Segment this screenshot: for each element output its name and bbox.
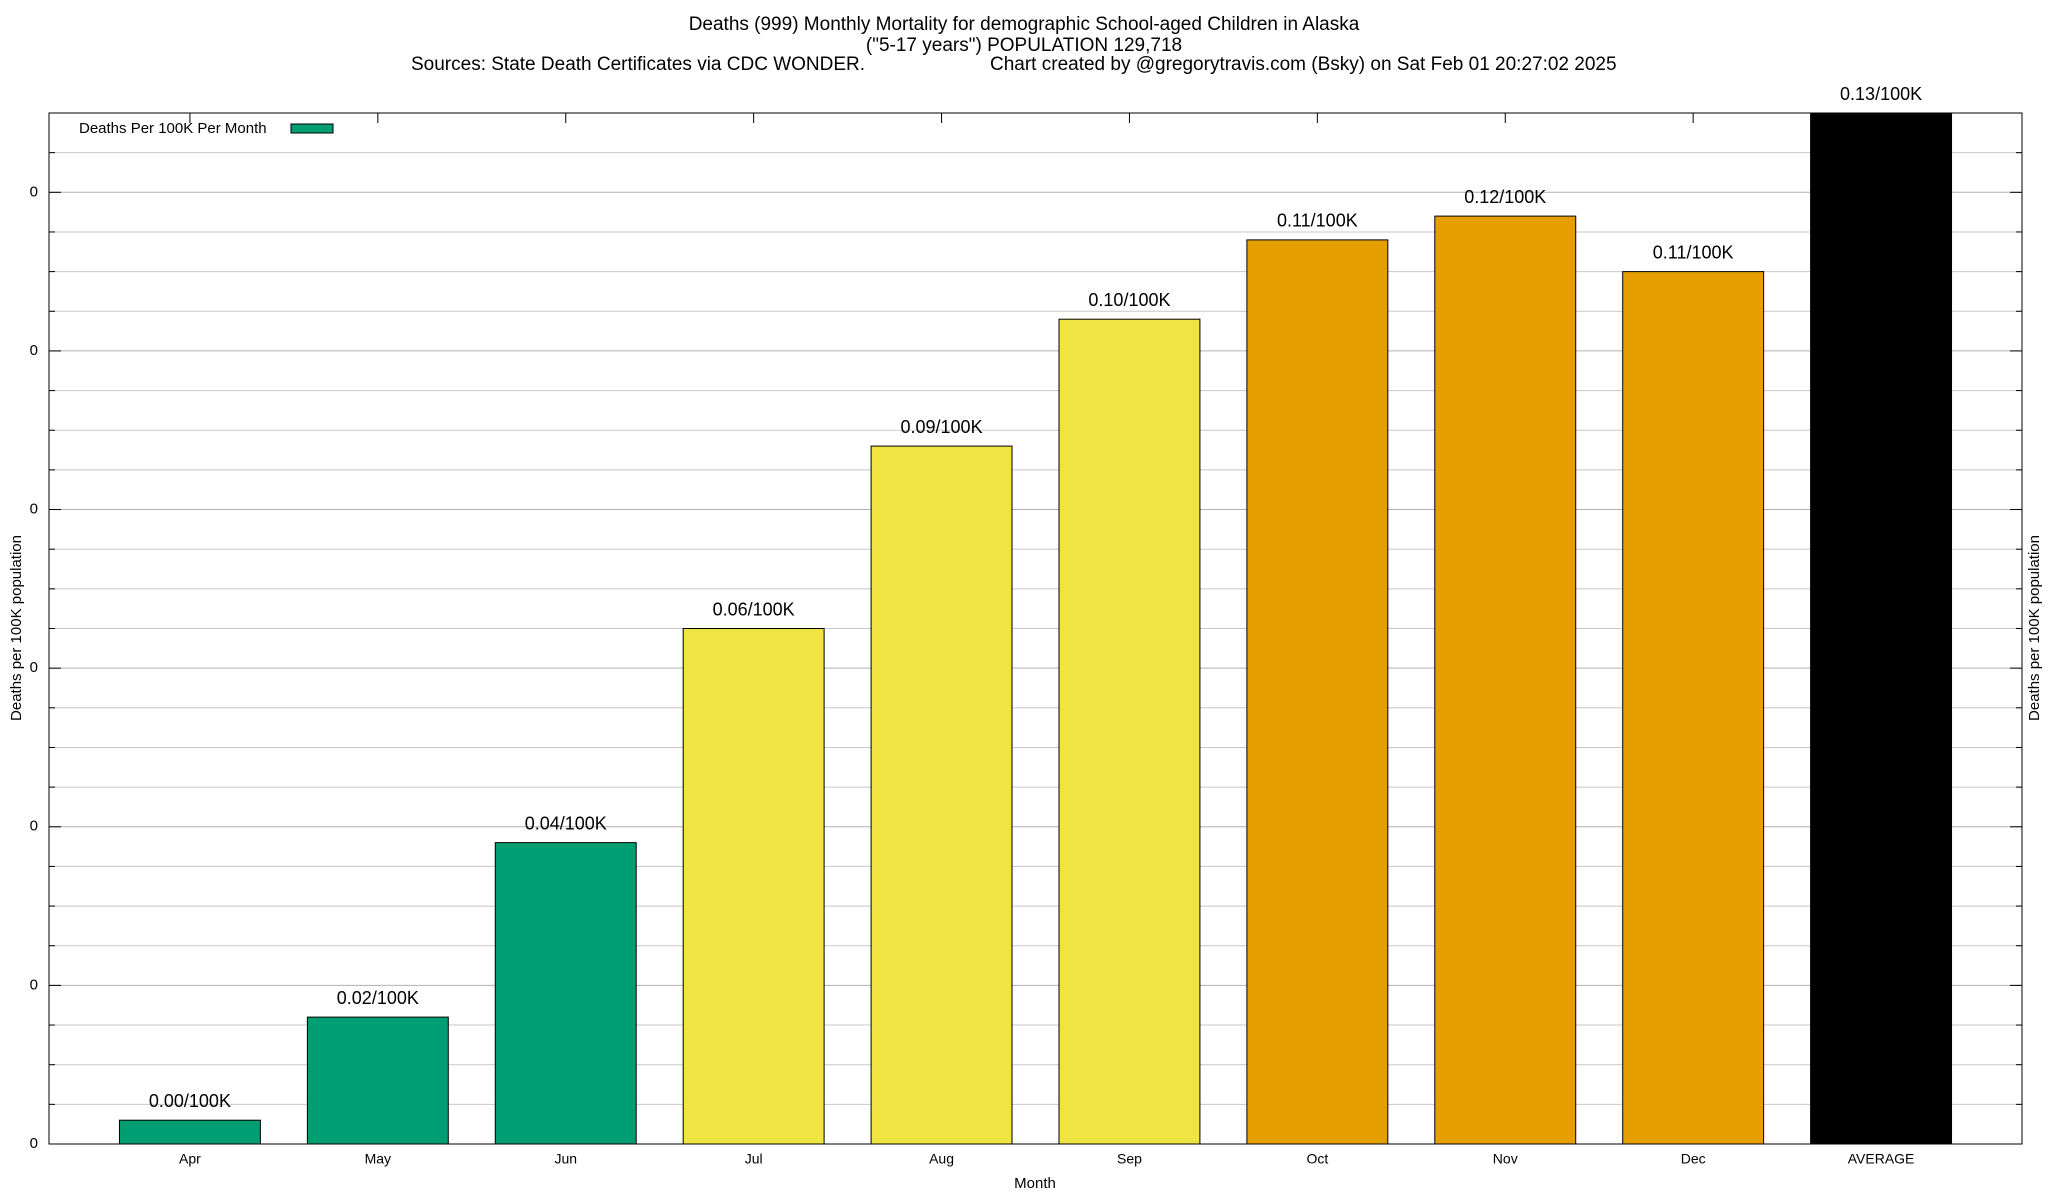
value-label: 0.04/100K <box>525 813 607 833</box>
plot-border <box>48 112 2023 1145</box>
y-tick-label: 0 <box>30 818 38 835</box>
bar <box>118 1119 261 1145</box>
source: Sources: State Death Certificates via CD… <box>411 54 865 75</box>
value-label: 0.00/100K <box>149 1091 231 1111</box>
chart-subtitle: ("5-17 years") POPULATION 129,718 <box>866 35 1182 56</box>
x-tick-label: Nov <box>1493 1151 1518 1167</box>
x-axis-label: Month <box>1014 1175 1056 1192</box>
value-label: 0.11/100K <box>1277 211 1358 231</box>
bar <box>1434 215 1577 1145</box>
value-label: 0.02/100K <box>337 988 419 1008</box>
x-tick-label: Jun <box>554 1151 577 1167</box>
y-tick-label: 0 <box>30 1135 38 1152</box>
legend-swatch <box>290 123 334 134</box>
bar <box>682 628 825 1145</box>
x-tick-label: Jul <box>745 1151 763 1167</box>
x-tick-label: Aug <box>929 1151 954 1167</box>
bar <box>870 445 1013 1145</box>
y-tick-label: 0 <box>30 976 38 993</box>
credit: Chart created by @gregorytravis.com (Bsk… <box>990 54 1617 75</box>
value-label: 0.12/100K <box>1464 187 1546 207</box>
value-label: 0.06/100K <box>713 599 795 619</box>
legend-label: Deaths Per 100K Per Month <box>79 120 267 137</box>
x-tick-label: Sep <box>1117 1151 1142 1167</box>
bar <box>306 1016 449 1145</box>
bar <box>1622 271 1765 1145</box>
x-tick-label: Oct <box>1306 1151 1328 1167</box>
y-axis-label: Deaths per 100K population <box>8 535 25 721</box>
y-tick-label: 0 <box>30 501 38 518</box>
value-label: 0.09/100K <box>901 417 983 437</box>
value-label: 0.10/100K <box>1088 290 1170 310</box>
x-tick-label: May <box>365 1151 391 1167</box>
value-label: 0.11/100K <box>1653 242 1734 262</box>
x-tick-label: Apr <box>179 1151 201 1167</box>
bar <box>494 842 637 1145</box>
bar <box>1058 318 1201 1145</box>
bar <box>1810 112 1953 1145</box>
x-tick-label: AVERAGE <box>1848 1151 1915 1167</box>
bar <box>1246 239 1389 1145</box>
y-tick-label: 0 <box>30 659 38 676</box>
value-label: 0.13/100K <box>1840 84 1922 104</box>
y-tick-label: 0 <box>30 342 38 359</box>
x-tick-label: Dec <box>1681 1151 1706 1167</box>
y-tick-label: 0 <box>30 183 38 200</box>
chart-title: Deaths (999) Monthly Mortality for demog… <box>689 14 1360 35</box>
y2-axis-label: Deaths per 100K population <box>2026 535 2043 721</box>
